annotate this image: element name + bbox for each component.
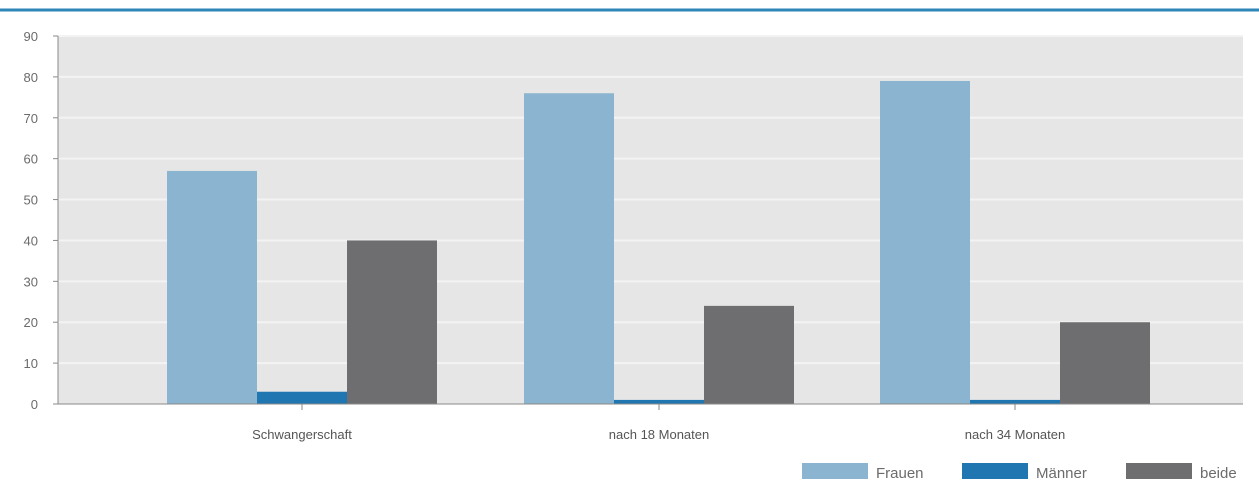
bar-frauen-1 — [524, 93, 614, 404]
legend-swatch — [962, 463, 1028, 479]
bar-beide-2 — [1060, 322, 1150, 404]
y-tick-label: 30 — [24, 274, 38, 289]
bars — [167, 80, 1150, 404]
bar-beide-0 — [347, 240, 437, 404]
legend-label: beide — [1200, 465, 1237, 482]
y-tick-label: 90 — [24, 29, 38, 44]
legend-swatch — [802, 463, 868, 479]
y-tick-label: 50 — [24, 193, 38, 208]
x-category-label: Schwangerschaft — [252, 427, 352, 442]
legend: Frauen Männer beide — [802, 463, 1237, 482]
y-tick-label: 10 — [24, 356, 38, 371]
y-tick-label: 40 — [24, 233, 38, 248]
x-axis-categories: Schwangerschaft nach 18 Monaten nach 34 Mo… — [252, 404, 1065, 442]
y-tick-label: 20 — [24, 315, 38, 330]
y-tick-label: 0 — [31, 397, 38, 412]
y-tick-label: 60 — [24, 152, 38, 167]
legend-swatch — [1126, 463, 1192, 479]
y-tick-label: 80 — [24, 70, 38, 85]
bar-m-nner-0 — [257, 391, 347, 404]
bar-beide-1 — [704, 305, 794, 404]
bar-frauen-0 — [167, 170, 257, 404]
x-category-label: nach 34 Monaten — [965, 427, 1065, 442]
axes — [57, 36, 1243, 405]
x-category-label: nach 18 Monaten — [609, 427, 709, 442]
bar-m-nner-1 — [614, 399, 704, 404]
legend-label: Frauen — [876, 465, 924, 482]
y-tick-label: 70 — [24, 111, 38, 126]
bar-frauen-2 — [880, 80, 970, 404]
bar-m-nner-2 — [970, 399, 1060, 404]
legend-label: Männer — [1036, 465, 1087, 482]
y-axis-ticks: 0 10 20 30 40 50 60 70 80 90 — [24, 29, 58, 412]
